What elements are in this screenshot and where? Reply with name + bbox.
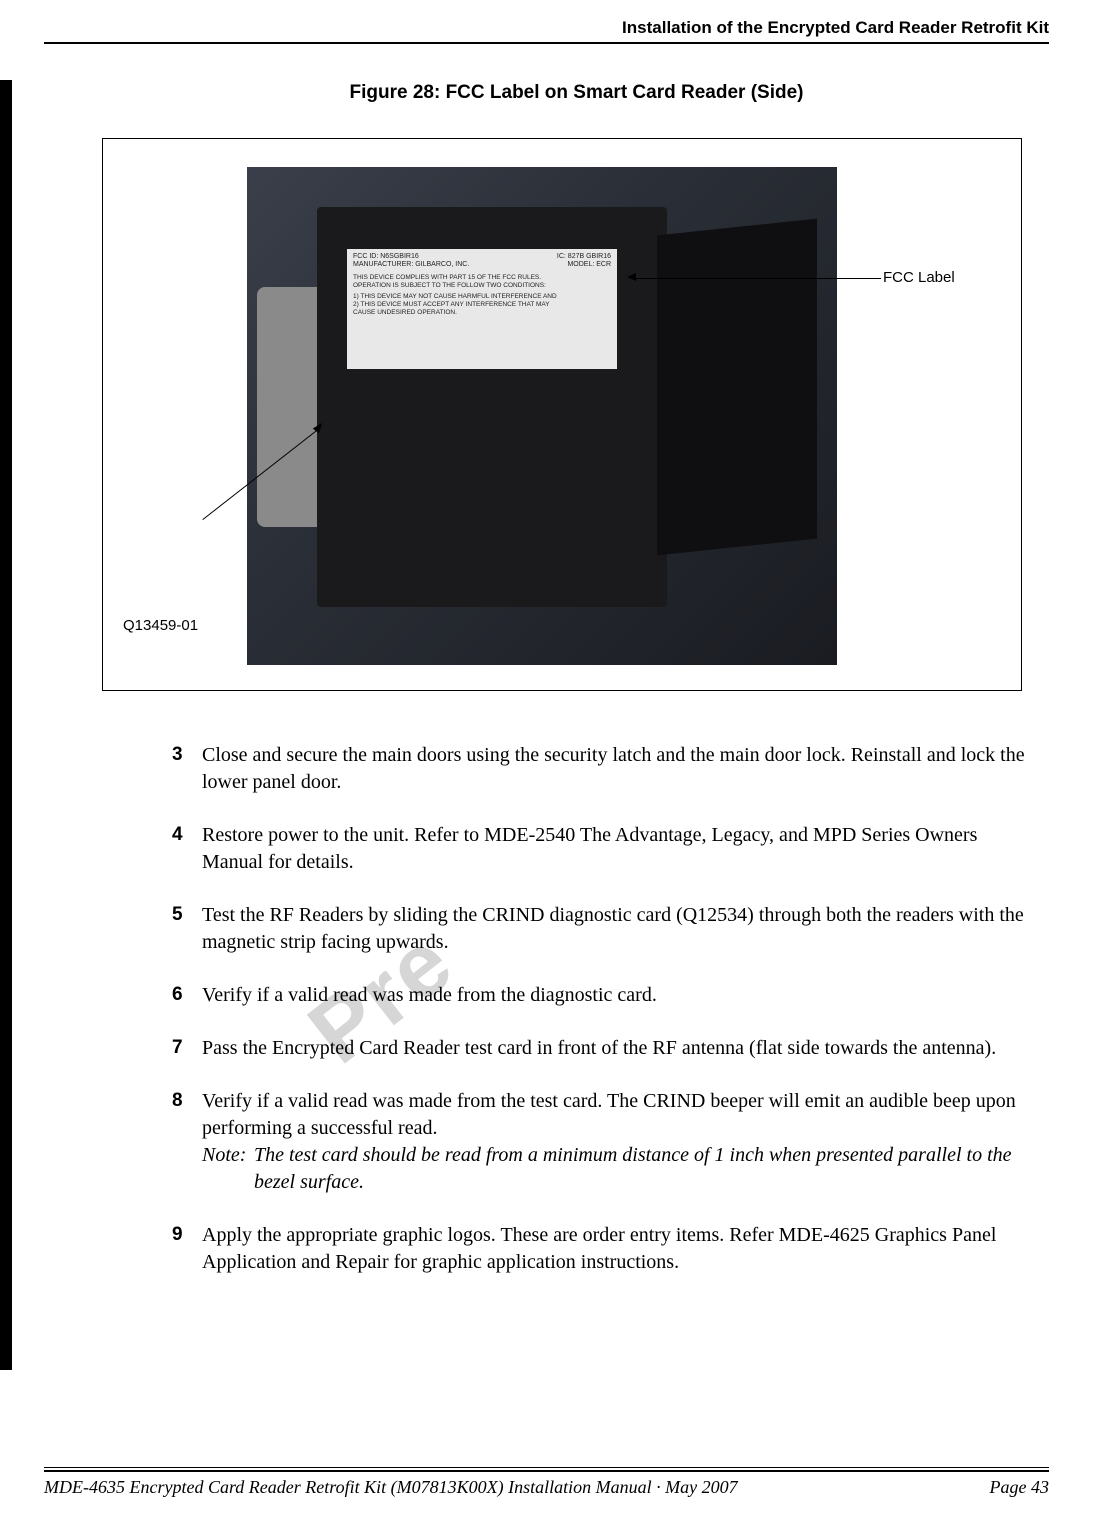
- label-line4: 2) THIS DEVICE MUST ACCEPT ANY INTERFERE…: [353, 301, 611, 309]
- label-line1: THIS DEVICE COMPLIES WITH PART 15 OF THE…: [353, 274, 611, 282]
- label-ic: IC: 827B GBIR16: [557, 253, 611, 261]
- callout-fcc-label: FCC Label: [883, 269, 955, 286]
- note-text: The test card should be read from a mini…: [254, 1142, 1026, 1196]
- header-section-title: Installation of the Encrypted Card Reade…: [622, 18, 1049, 38]
- arrow-fcc: [633, 278, 881, 279]
- footer: MDE-4635 Encrypted Card Reader Retrofit …: [44, 1477, 1049, 1498]
- header-rule: [44, 42, 1049, 44]
- step-number: 5: [172, 902, 202, 956]
- step-3: 3 Close and secure the main doors using …: [172, 742, 1026, 796]
- step-number: 6: [172, 982, 202, 1009]
- footer-rule: [44, 1470, 1049, 1472]
- device-photo: FCC ID: N6SGBIR16 IC: 827B GBIR16 MANUFA…: [247, 167, 837, 665]
- label-line2: OPERATION IS SUBJECT TO THE FOLLOW TWO C…: [353, 282, 611, 290]
- step-number: 9: [172, 1222, 202, 1276]
- figure-box: FCC ID: N6SGBIR16 IC: 827B GBIR16 MANUFA…: [102, 138, 1022, 691]
- fcc-label-sticker: FCC ID: N6SGBIR16 IC: 827B GBIR16 MANUFA…: [347, 249, 617, 369]
- step-text: Restore power to the unit. Refer to MDE-…: [202, 822, 1026, 876]
- label-line5: CAUSE UNDESIRED OPERATION.: [353, 309, 611, 317]
- device-side: [657, 219, 817, 556]
- step-number: 8: [172, 1088, 202, 1196]
- figure-caption: Figure 28: FCC Label on Smart Card Reade…: [0, 82, 1093, 104]
- arrowhead-fcc: [627, 273, 636, 281]
- step-text: Test the RF Readers by sliding the CRIND…: [202, 902, 1026, 956]
- step-7: 7 Pass the Encrypted Card Reader test ca…: [172, 1035, 1026, 1062]
- step-8: 8 Verify if a valid read was made from t…: [172, 1088, 1026, 1196]
- label-manufacturer: MANUFACTURER: GILBARCO, INC.: [353, 261, 469, 269]
- step-text: Pass the Encrypted Card Reader test card…: [202, 1035, 1026, 1062]
- step-text: Close and secure the main doors using th…: [202, 742, 1026, 796]
- callout-part-number: Q13459-01: [123, 617, 198, 634]
- step-text: Verify if a valid read was made from the…: [202, 1090, 1016, 1139]
- footer-left: MDE-4635 Encrypted Card Reader Retrofit …: [44, 1477, 738, 1498]
- steps-list: 3 Close and secure the main doors using …: [172, 742, 1026, 1302]
- footer-rule-thin: [44, 1467, 1049, 1468]
- footer-right: Page 43: [990, 1477, 1049, 1498]
- step-5: 5 Test the RF Readers by sliding the CRI…: [172, 902, 1026, 956]
- step-6: 6 Verify if a valid read was made from t…: [172, 982, 1026, 1009]
- note-label: Note:: [202, 1142, 254, 1196]
- step-number: 7: [172, 1035, 202, 1062]
- step-number: 3: [172, 742, 202, 796]
- label-line3: 1) THIS DEVICE MAY NOT CAUSE HARMFUL INT…: [353, 293, 611, 301]
- step-text: Verify if a valid read was made from the…: [202, 982, 1026, 1009]
- step-body: Verify if a valid read was made from the…: [202, 1088, 1026, 1196]
- step-text: Apply the appropriate graphic logos. The…: [202, 1222, 1026, 1276]
- step-9: 9 Apply the appropriate graphic logos. T…: [172, 1222, 1026, 1276]
- label-fcc-id: FCC ID: N6SGBIR16: [353, 253, 419, 261]
- step-4: 4 Restore power to the unit. Refer to MD…: [172, 822, 1026, 876]
- revision-bar: [0, 80, 12, 1370]
- label-model: MODEL: ECR: [567, 261, 611, 269]
- step-number: 4: [172, 822, 202, 876]
